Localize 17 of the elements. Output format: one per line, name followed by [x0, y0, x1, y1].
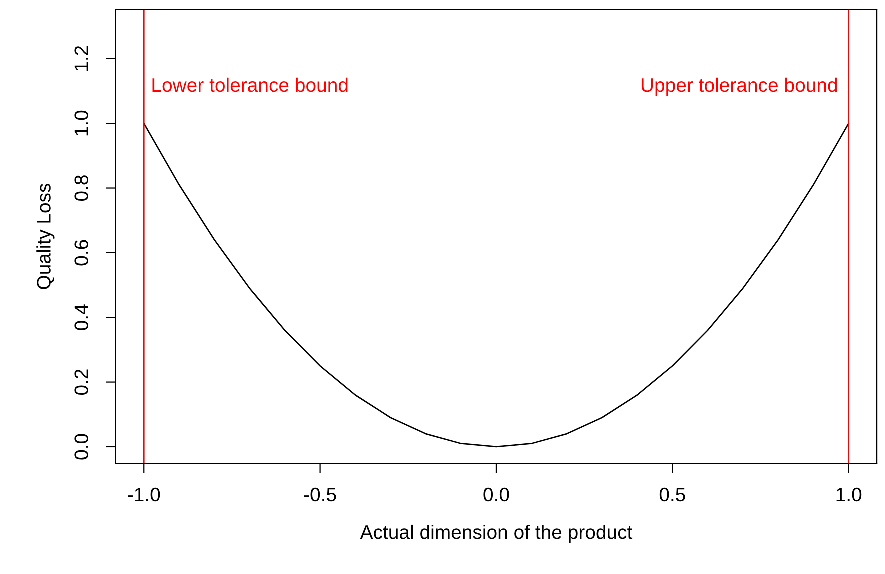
x-axis-title: Actual dimension of the product [360, 524, 633, 544]
y-tick-label: 0.6 [74, 240, 88, 266]
x-tick-label: -1.0 [128, 488, 160, 502]
x-tick-label: 0.5 [660, 488, 686, 502]
ref-line-label: Lower tolerance bound [152, 78, 348, 92]
y-tick-label: 0.8 [74, 176, 88, 202]
ref-line-label: Upper tolerance bound [642, 78, 838, 96]
y-tick-label: 0.2 [74, 370, 88, 396]
x-tick-label: -0.5 [304, 488, 336, 502]
y-tick-label: 1.0 [74, 110, 88, 136]
line-series [143, 122, 850, 448]
y-axis-title: Quality Loss [36, 184, 55, 290]
y-tick-label: 0.0 [74, 434, 88, 460]
y-tick-label: 1.2 [74, 46, 88, 71]
x-tick-label: 0.0 [484, 488, 510, 502]
y-tick-label: 0.4 [74, 304, 88, 330]
x-tick-label: 1.0 [836, 488, 862, 502]
